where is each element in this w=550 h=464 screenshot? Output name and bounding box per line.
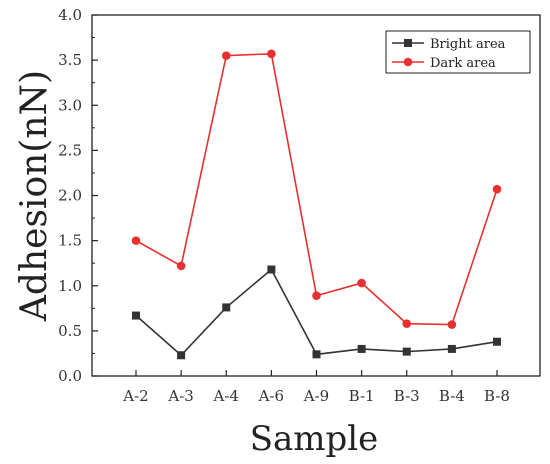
x-tick-label: B-8 <box>484 387 510 405</box>
y-tick-label: 1.5 <box>58 232 82 250</box>
y-axis-title: Adhesion(nN) <box>14 70 55 322</box>
legend-label: Dark area <box>430 56 496 71</box>
legend-box <box>385 30 531 74</box>
data-point <box>402 319 412 328</box>
data-point <box>312 350 321 359</box>
x-tick-label: B-1 <box>349 387 375 405</box>
data-point <box>267 49 276 59</box>
legend-label: Bright area <box>430 37 506 52</box>
data-point <box>176 261 186 271</box>
data-point <box>492 184 502 194</box>
legend-marker <box>404 39 412 47</box>
series-dark-area <box>131 49 502 329</box>
y-tick-label: 1.0 <box>58 277 82 295</box>
axes: 0.0 0.5 1.0 1.5 2.0 2.5 3.0 3.5 4.0 A-2 A-3 A-4 A-6 A… <box>58 6 541 405</box>
series-bright-area <box>132 265 501 360</box>
data-point <box>357 278 366 288</box>
legend: Bright area Dark area <box>385 30 531 74</box>
data-point <box>402 347 411 356</box>
data-point <box>221 51 231 60</box>
x-tick-label: A-3 <box>167 387 193 405</box>
x-tick-label: A-2 <box>122 387 148 405</box>
legend-marker <box>403 57 413 67</box>
data-point <box>357 344 366 353</box>
x-tick-label: A-6 <box>258 387 284 405</box>
y-tick-label: 3.0 <box>58 96 82 114</box>
x-tick-label: B-3 <box>394 387 420 405</box>
y-tick-label: 0.5 <box>58 322 82 340</box>
data-point <box>493 337 501 346</box>
x-tick-label: B-4 <box>439 387 465 405</box>
data-point <box>131 236 141 245</box>
data-point <box>177 351 186 360</box>
y-tick-label: 2.5 <box>58 141 82 159</box>
x-tick-label: A-9 <box>303 387 329 405</box>
y-tick-label: 2.0 <box>58 187 82 205</box>
x-tick-label: A-4 <box>213 387 239 405</box>
series-line <box>135 268 498 357</box>
y-tick-label: 3.5 <box>58 51 82 69</box>
y-tick-label: 4.0 <box>58 6 82 24</box>
y-tick-label: 0.0 <box>58 367 82 385</box>
data-point <box>447 344 456 353</box>
series-layer <box>131 49 502 360</box>
data-point <box>447 320 457 329</box>
x-axis-title: Sample <box>250 419 379 459</box>
data-point <box>222 303 231 312</box>
series-line <box>135 52 498 326</box>
data-point <box>312 291 321 300</box>
data-point <box>132 311 140 320</box>
data-point <box>267 265 276 274</box>
